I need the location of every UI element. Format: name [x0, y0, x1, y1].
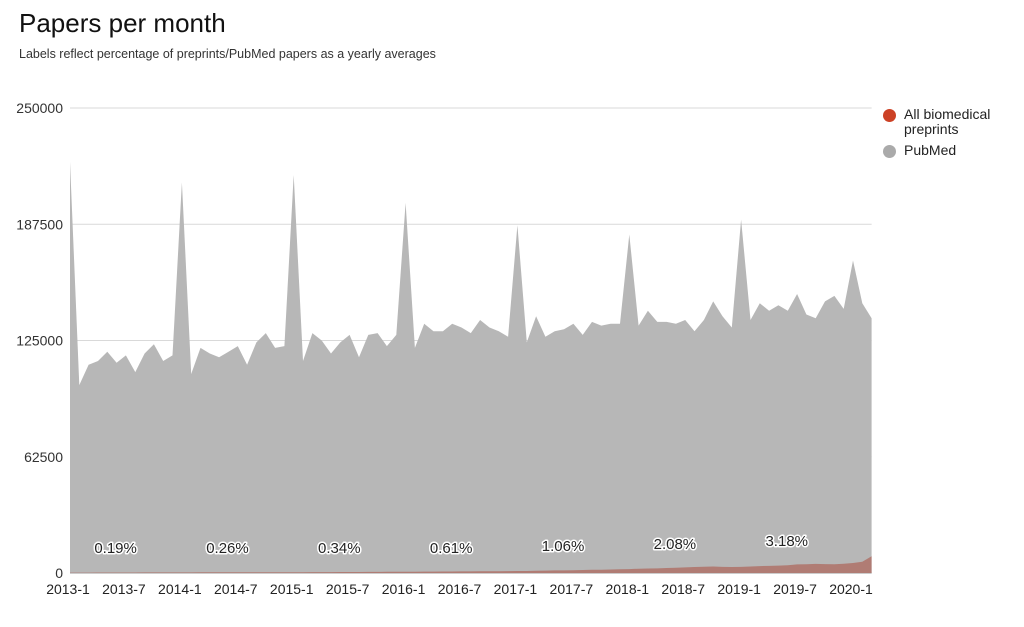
pubmed-swatch-icon — [883, 145, 896, 158]
pubmed-area — [70, 161, 872, 573]
x-tick-label: 2017-7 — [550, 581, 594, 597]
preprints-swatch-icon — [883, 109, 896, 122]
x-tick-label: 2017-1 — [494, 581, 538, 597]
x-tick-label: 2020-1 — [829, 581, 873, 597]
x-tick-label: 2013-1 — [46, 581, 90, 597]
percentage-label: 3.18% — [765, 533, 808, 550]
legend-label: All biomedical preprints — [904, 106, 991, 137]
y-tick-label: 250000 — [16, 100, 63, 116]
legend-item-preprints[interactable]: All biomedical preprints — [883, 107, 1024, 137]
x-tick-label: 2019-1 — [717, 581, 761, 597]
chart-subtitle: Labels reflect percentage of preprints/P… — [19, 47, 436, 61]
x-tick-label: 2018-7 — [661, 581, 705, 597]
x-tick-label: 2014-7 — [214, 581, 258, 597]
percentage-labels: 0.19% 0.26% 0.34% 0.61% 1.06% 2.08% 3.18% — [93, 532, 810, 559]
y-axis: 0 62500 125000 187500 250000 — [16, 100, 63, 581]
x-axis: 2013-1 2013-7 2014-1 2014-7 2015-1 2015-7 2016… — [46, 581, 873, 597]
x-tick-label: 2015-7 — [326, 581, 370, 597]
chart-title: Papers per month — [19, 8, 226, 38]
percentage-label: 0.19% — [94, 540, 137, 557]
legend: All biomedical preprints PubMed — [883, 107, 1024, 164]
y-tick-label: 125000 — [16, 333, 63, 349]
series-areas — [70, 161, 872, 573]
percentage-label: 0.61% — [430, 540, 473, 557]
x-tick-label: 2015-1 — [270, 581, 314, 597]
x-tick-label: 2014-1 — [158, 581, 202, 597]
x-tick-label: 2013-7 — [102, 581, 146, 597]
y-tick-label: 187500 — [16, 216, 63, 232]
x-tick-label: 2016-7 — [438, 581, 482, 597]
x-tick-label: 2019-7 — [773, 581, 817, 597]
percentage-label: 0.26% — [206, 540, 249, 557]
legend-item-pubmed[interactable]: PubMed — [883, 143, 1024, 158]
preprints-area — [70, 556, 872, 573]
y-tick-label: 0 — [55, 565, 63, 581]
legend-label: PubMed — [904, 142, 957, 158]
x-tick-label: 2018-1 — [605, 581, 649, 597]
percentage-label: 2.08% — [654, 536, 697, 553]
percentage-label: 1.06% — [542, 538, 585, 555]
x-tick-label: 2016-1 — [382, 581, 426, 597]
percentage-label: 0.34% — [318, 540, 361, 557]
y-tick-label: 62500 — [24, 449, 63, 465]
